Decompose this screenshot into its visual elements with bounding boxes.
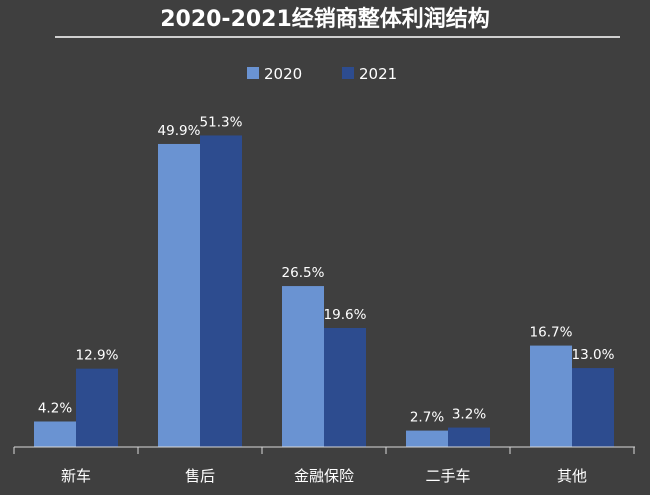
data-labels-group: 4.2% 12.9% 49.9%51.3% 26.5% 19.6% 2.7% 3.2% 16.… <box>38 114 615 425</box>
bar-2021-3 <box>448 427 490 447</box>
data-label-2020-0: 4.2% <box>38 400 72 416</box>
legend: 2020 2021 <box>247 65 397 83</box>
x-axis-ticks <box>13 447 635 454</box>
bar-2021-1 <box>200 135 242 447</box>
data-label-2021-1: 51.3% <box>200 114 243 130</box>
data-label-2021-4: 13.0% <box>572 347 615 363</box>
bar-2020-1 <box>158 143 200 448</box>
data-label-2020-3: 2.7% <box>410 410 444 426</box>
data-label-2020-2: 26.5% <box>282 265 325 281</box>
data-label-2021-0: 12.9% <box>76 348 119 364</box>
legend-label-2020: 2020 <box>264 65 302 83</box>
legend-label-2021: 2021 <box>359 65 397 83</box>
category-label-3: 二手车 <box>425 467 470 485</box>
data-label-2021-2: 19.6% <box>324 307 367 323</box>
legend-swatch-2021 <box>342 67 354 79</box>
bar-2020-3 <box>406 430 448 447</box>
chart-title: 2020-2021经销商整体利润结构 <box>160 6 490 32</box>
category-label-1: 售后 <box>185 467 215 485</box>
category-label-0: 新车 <box>61 467 91 485</box>
category-label-4: 其他 <box>557 467 587 485</box>
category-label-2: 金融保险 <box>294 467 354 485</box>
bar-2021-0 <box>76 368 118 447</box>
bar-2020-0 <box>34 421 76 447</box>
legend-swatch-2020 <box>247 67 259 79</box>
category-labels-group: 新车 售后 金融保险 二手车 其他 <box>61 467 587 485</box>
bar-2021-4 <box>572 368 614 447</box>
data-label-2020-4: 16.7% <box>530 325 573 341</box>
bars-group <box>34 135 614 448</box>
bar-2021-2 <box>324 327 366 447</box>
data-label-2021-3: 3.2% <box>452 407 486 423</box>
bar-2020-4 <box>530 345 572 447</box>
bar-2020-2 <box>282 286 324 447</box>
data-label-2020-1: 49.9% <box>158 123 201 139</box>
